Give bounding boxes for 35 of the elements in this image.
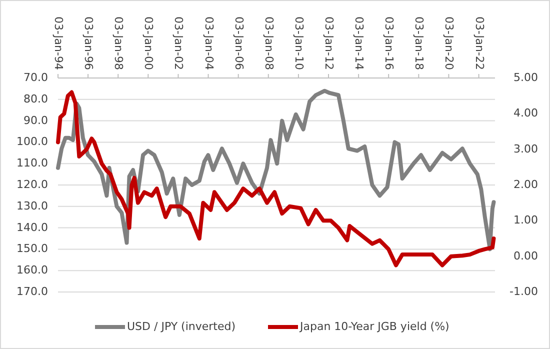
x-tick-label: 03-Jan-16	[382, 16, 396, 70]
legend-label: Japan 10-Year JGB yield (%)	[299, 320, 450, 334]
x-tick-label: 03-Jan-08	[262, 16, 276, 70]
y-tick-label: 130.0	[16, 199, 48, 212]
y-tick-label: 100.0	[16, 135, 48, 148]
x-tick-label: 03-Jan-04	[202, 16, 216, 70]
x-tick-label: 03-Jan-14	[352, 16, 366, 70]
y2-tick-label: 4.00	[514, 106, 538, 120]
y2-tick-label: 0.00	[514, 249, 538, 262]
y-tick-label: 170.0	[16, 285, 48, 298]
x-tick-label: 03-Jan-06	[232, 16, 246, 70]
x-tick-label: 03-Jan-98	[112, 16, 126, 70]
x-tick-label: 03-Jan-96	[82, 16, 96, 70]
y2-tick-label: 1.00	[514, 214, 538, 227]
x-tick-label: 03-Jan-94	[52, 16, 65, 70]
y-tick-label: 90.0	[24, 114, 48, 127]
y-tick-label: 160.0	[16, 264, 48, 277]
x-tick-label: 03-Jan-10	[292, 16, 306, 70]
x-tick-label: 03-Jan-22	[472, 16, 486, 70]
x-tick-label: 03-Jan-02	[172, 16, 186, 70]
x-tick-label: 03-Jan-00	[142, 16, 156, 70]
x-tick-label: 03-Jan-18	[412, 16, 426, 70]
y-tick-label: 110.0	[16, 156, 48, 170]
legend-label: USD / JPY (inverted)	[127, 320, 236, 334]
y-tick-label: 120.0	[16, 178, 48, 192]
y-tick-label: 80.0	[24, 92, 48, 106]
y2-tick-label: 3.00	[514, 142, 538, 156]
y-tick-label: 150.0	[16, 242, 48, 256]
x-tick-label: 03-Jan-20	[442, 16, 456, 70]
x-tick-label: 03-Jan-12	[322, 16, 336, 70]
y2-tick-label: -1.00	[510, 285, 538, 298]
y2-tick-label: 2.00	[514, 178, 538, 192]
y-tick-label: 70.0	[24, 71, 48, 84]
y2-tick-label: 5.00	[514, 71, 538, 84]
y-tick-label: 140.0	[16, 220, 48, 234]
